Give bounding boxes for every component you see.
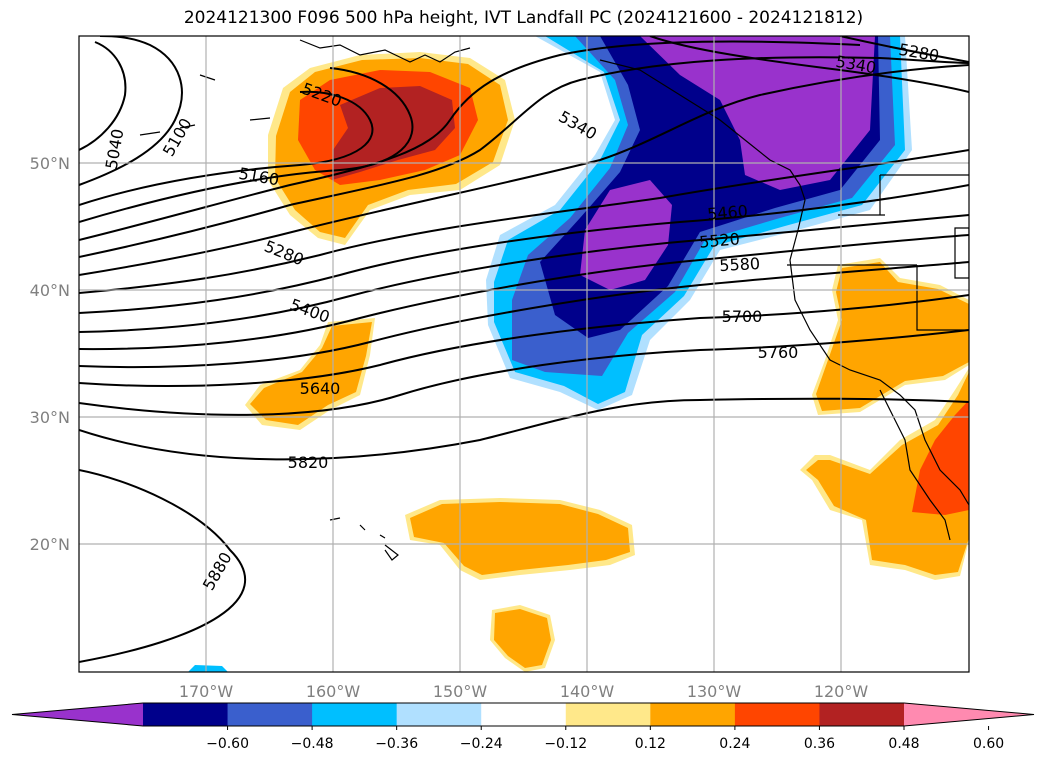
lon-label: 160°W <box>306 682 361 701</box>
height-contours <box>79 36 969 663</box>
contour-label: 5580 <box>719 254 761 275</box>
contour-label: 5700 <box>722 307 763 326</box>
latitude-labels: 50°N 40°N 30°N 20°N <box>30 154 70 554</box>
colorbar-segment <box>734 703 820 726</box>
contour-label: 5760 <box>758 343 799 362</box>
colorbar-extend-high <box>904 703 1034 726</box>
lat-label: 50°N <box>30 154 70 173</box>
lat-label: 40°N <box>30 281 70 300</box>
lon-label: 140°W <box>560 682 615 701</box>
colorbar-tick-label: −0.60 <box>206 736 249 752</box>
lat-label: 20°N <box>30 535 70 554</box>
colorbar-outline <box>11 702 1035 727</box>
lon-label: 120°W <box>814 682 869 701</box>
colorbar-tick-label: 0.12 <box>635 736 666 752</box>
contour-label: 5640 <box>300 379 341 398</box>
figure-title: 2024121300 F096 500 hPa height, IVT Land… <box>183 8 864 28</box>
colorbar-segment <box>312 703 398 726</box>
coastlines <box>139 39 969 561</box>
colorbar-tick-label: −0.24 <box>460 736 503 752</box>
contour-label: 5460 <box>706 201 748 223</box>
colorbar-tick-label: 0.48 <box>888 736 919 752</box>
lon-label: 130°W <box>687 682 742 701</box>
colorbar-segment <box>227 703 313 726</box>
colorbar-segment <box>481 703 567 726</box>
map-frame <box>78 35 970 673</box>
gridlines <box>79 36 969 672</box>
colorbar-segment <box>143 703 229 726</box>
colorbar-segment <box>819 703 905 726</box>
map-plot-area: 5040 5100 5160 5220 5280 5340 5280 5340 … <box>79 36 969 672</box>
lon-label: 170°W <box>179 682 234 701</box>
contour-label: 5820 <box>288 453 329 472</box>
longitude-labels: 170°W 160°W 150°W 140°W 130°W 120°W <box>179 682 869 701</box>
colorbar-tick-label: 0.60 <box>973 736 1004 752</box>
lat-label: 30°N <box>30 408 70 427</box>
colorbar-tick-label: −0.48 <box>291 736 334 752</box>
lon-label: 150°W <box>433 682 488 701</box>
contour-label: 5520 <box>698 229 740 251</box>
colorbar-tick-label: −0.36 <box>375 736 418 752</box>
colorbar-segment <box>650 703 736 726</box>
colorbar-segment <box>565 703 651 726</box>
colorbar-tick-label: 0.36 <box>804 736 835 752</box>
colorbar-tick-label: 0.24 <box>719 736 750 752</box>
colorbar-extend-low <box>12 703 143 726</box>
colorbar-segment <box>396 703 482 726</box>
colorbar: −0.60 −0.48 −0.36 −0.24 −0.12 0.12 0.24 0.36 0.4… <box>11 702 1035 752</box>
colorbar-tick-label: −0.12 <box>544 736 587 752</box>
